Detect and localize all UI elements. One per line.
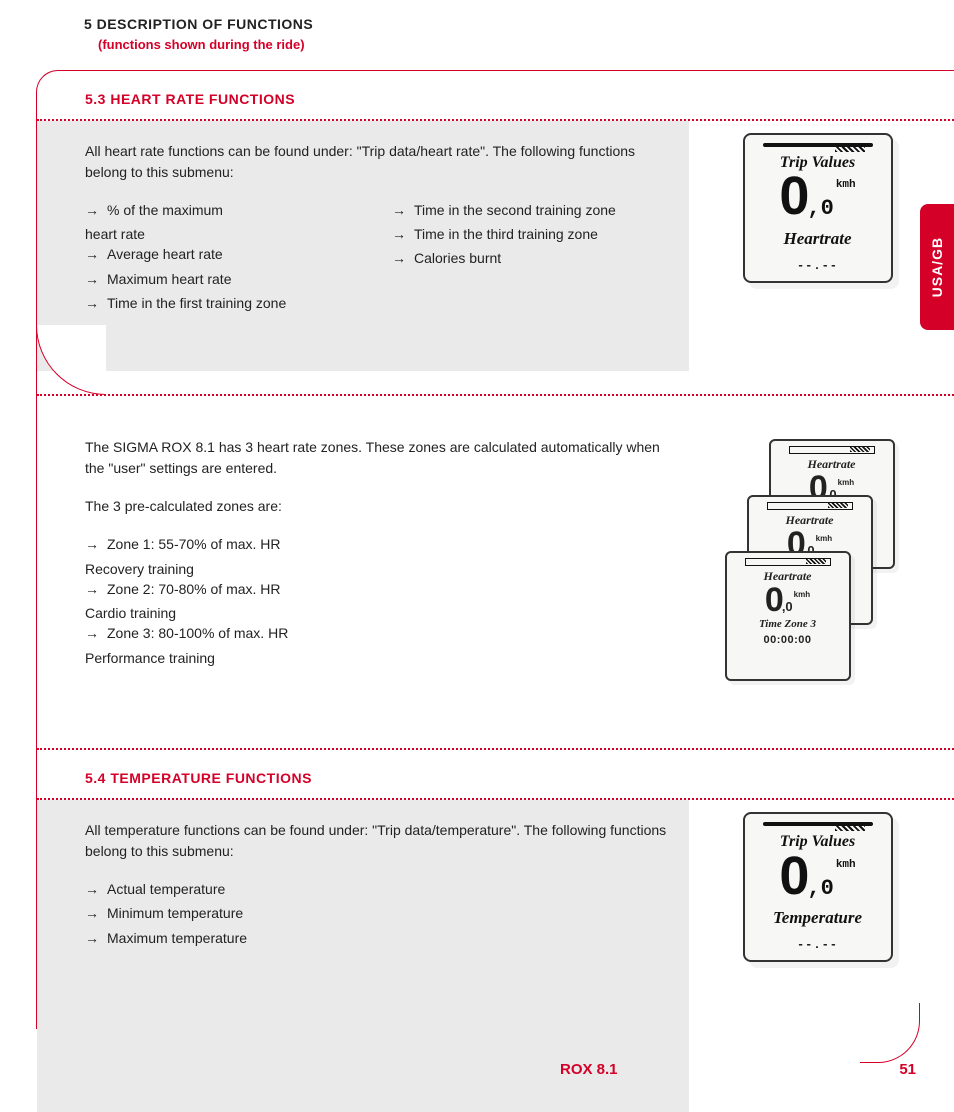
zones-intro: The SIGMA ROX 8.1 has 3 heart rate zones… [85,437,669,478]
device-number: 0,0kmh [765,586,810,617]
device-label: Temperature [773,906,862,931]
section-53-block1: All heart rate functions can be found un… [37,121,954,371]
page: 5 DESCRIPTION OF FUNCTIONS (functions sh… [0,0,954,1091]
device-num-dec: ,0 [807,193,833,225]
device-number: 0 ,0 kmh [779,852,855,905]
language-tab: USA/GB [920,204,954,330]
list-text: Zone 1: 55-70% of max. HR [107,534,669,554]
device-num-big: 0 [779,172,805,221]
device-label: Heartrate [784,227,852,252]
section-53-block2: The SIGMA ROX 8.1 has 3 heart rate zones… [37,417,954,748]
list-text: % of the maximum [107,200,362,220]
section-53-title: 5.3 HEART RATE FUNCTIONS [37,71,954,119]
device-num-big: 0 [779,852,805,901]
list-text: Zone 3: 80-100% of max. HR [107,623,669,643]
device-bar-icon [763,822,873,826]
list-text: Minimum temperature [107,903,669,923]
arrow-icon: → [85,579,99,599]
lcd-device-heartrate: Trip Values 0 ,0 kmh Heartrate --.-- [743,133,893,283]
list-text: Calories burnt [414,248,669,268]
text-column: All heart rate functions can be found un… [37,121,689,371]
product-name: ROX 8.1 [560,1059,618,1081]
lcd-device-temperature: Trip Values 0 ,0 kmh Temperature --.-- [743,812,893,962]
list-subtext: Recovery training [85,559,669,579]
arrow-icon: → [85,293,99,313]
list-item: → Actual temperature [85,879,669,899]
list-text: Maximum temperature [107,928,669,948]
device-column: Trip Values 0 ,0 kmh Heartrate --.-- [689,121,954,295]
content-frame: 5.3 HEART RATE FUNCTIONS All heart rate … [36,70,954,1029]
list-text: Zone 2: 70-80% of max. HR [107,579,669,599]
arrow-icon: → [85,928,99,948]
device-label: Time Zone 3 [759,617,816,633]
device-unit: kmh [836,858,856,874]
device-cascade: Heartrate 0,0kmh Time Zone 1 00:00:00 He… [723,439,913,679]
lcd-mini-zone3: Heartrate 0,0kmh Time Zone 3 00:00:00 [725,551,851,681]
list-item: → Zone 2: 70-80% of max. HR [85,579,669,599]
list-item: → Time in the first training zone [85,293,362,313]
list-item: → Time in the third training zone [392,224,669,244]
temp-intro: All temperature functions can be found u… [85,820,669,861]
list-item: → Average heart rate [85,244,362,264]
chapter-subtitle: (functions shown during the ride) [98,36,954,55]
bullet-col-2: → Time in the second training zone → Time … [392,200,669,317]
arrow-icon: → [85,200,99,220]
arrow-icon: → [85,269,99,289]
arrow-icon: → [85,534,99,554]
list-subtext: heart rate [85,224,362,244]
list-subtext: Performance training [85,648,669,668]
arrow-icon: → [392,200,406,220]
bullet-col-1: → % of the maximum heart rate → Average he… [85,200,362,317]
page-footer: ROX 8.1 51 [0,1059,954,1081]
device-cascade-column: Heartrate 0,0kmh Time Zone 1 00:00:00 He… [689,417,954,691]
list-text: Time in the second training zone [414,200,669,220]
list-item: → Zone 1: 55-70% of max. HR [85,534,669,554]
chapter-title: 5 DESCRIPTION OF FUNCTIONS [84,14,954,34]
section-54-title: 5.4 TEMPERATURE FUNCTIONS [37,750,954,798]
list-text: Average heart rate [107,244,362,264]
list-text: Maximum heart rate [107,269,362,289]
text-column: The SIGMA ROX 8.1 has 3 heart rate zones… [37,417,689,748]
bullet-columns: → % of the maximum heart rate → Average he… [85,200,669,317]
device-time: 00:00:00 [763,633,811,649]
device-unit: kmh [836,178,856,194]
intro-text: All heart rate functions can be found un… [85,141,669,182]
zones-list: → Zone 1: 55-70% of max. HR Recovery trai… [85,534,669,668]
curve-divider [37,371,954,417]
list-item: → Minimum temperature [85,903,669,923]
list-item: → Maximum heart rate [85,269,362,289]
arrow-icon: → [85,244,99,264]
device-number: 0 ,0 kmh [779,172,855,225]
list-item: → Maximum temperature [85,928,669,948]
arrow-icon: → [85,623,99,643]
device-column: Trip Values 0 ,0 kmh Temperature --.-- [689,800,954,974]
list-item: → % of the maximum [85,200,362,220]
list-text: Time in the third training zone [414,224,669,244]
device-bar-icon [763,143,873,147]
page-number: 51 [899,1059,916,1081]
language-label: USA/GB [927,237,947,297]
arrow-icon: → [392,248,406,268]
list-text: Time in the first training zone [107,293,362,313]
zones-lead: The 3 pre-calculated zones are: [85,496,669,516]
device-dashes: --.-- [797,258,838,275]
page-header: 5 DESCRIPTION OF FUNCTIONS (functions sh… [0,0,954,61]
arrow-icon: → [392,224,406,244]
device-dashes: --.-- [797,937,838,954]
list-item: → Time in the second training zone [392,200,669,220]
device-bar-icon [789,446,875,454]
arrow-icon: → [85,879,99,899]
device-bar-icon [767,502,853,510]
list-item: → Zone 3: 80-100% of max. HR [85,623,669,643]
list-item: → Calories burnt [392,248,669,268]
device-bar-icon [745,558,831,566]
list-subtext: Cardio training [85,603,669,623]
device-num-dec: ,0 [807,873,833,905]
arrow-icon: → [85,903,99,923]
list-text: Actual temperature [107,879,669,899]
